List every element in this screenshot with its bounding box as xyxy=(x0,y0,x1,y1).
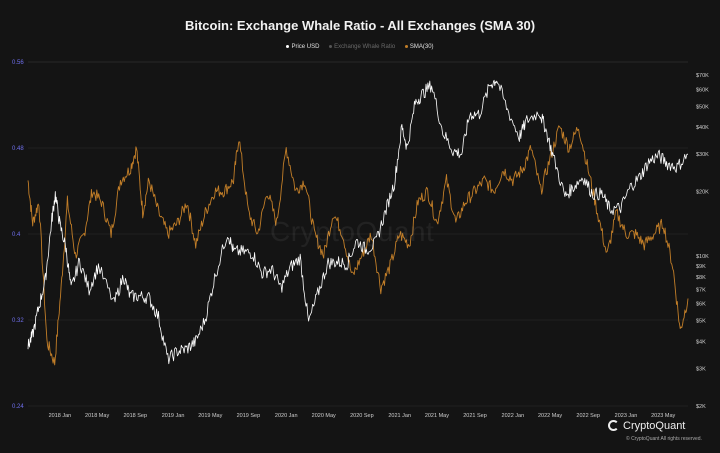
legend-label: Price USD xyxy=(291,44,320,50)
x-axis-tick-label: 2018 Jan xyxy=(49,413,72,419)
right-axis-tick-label: $2K xyxy=(696,404,706,410)
copyright-text: © CryptoQuant All rights reserved. xyxy=(626,436,702,442)
left-axis-tick-label: 0.48 xyxy=(12,146,24,152)
x-axis-tick-label: 2019 Sep xyxy=(237,413,261,419)
series-line-price-usd xyxy=(27,79,689,365)
x-axis-tick-label: 2019 Jan xyxy=(162,413,185,419)
x-axis-tick-label: 2022 Sep xyxy=(576,413,600,419)
x-axis-tick-label: 2018 May xyxy=(85,413,109,419)
legend-label: Exchange Whale Ratio xyxy=(334,44,396,50)
x-axis-tick-label: 2021 May xyxy=(425,413,449,419)
x-axis-tick-label: 2022 May xyxy=(538,413,562,419)
series-line-sma30 xyxy=(27,125,689,366)
x-axis-tick-label: 2019 May xyxy=(198,413,222,419)
left-axis-tick-label: 0.32 xyxy=(12,318,24,324)
legend-item-price[interactable]: Price USD xyxy=(286,44,319,50)
x-axis-tick-label: 2020 Sep xyxy=(350,413,374,419)
right-axis-tick-label: $70K xyxy=(696,73,709,79)
right-axis-tick-label: $10K xyxy=(696,254,709,260)
legend-dot-icon xyxy=(329,44,333,48)
legend-item-sma[interactable]: SMA(30) xyxy=(404,44,434,50)
chart-title: Bitcoin: Exchange Whale Ratio - All Exch… xyxy=(184,18,536,33)
cryptoquant-logo-icon xyxy=(608,420,619,431)
x-axis-tick-label: 2022 Jan xyxy=(502,413,525,419)
right-axis-tick-label: $5K xyxy=(696,319,706,325)
x-axis-tick-label: 2020 Jan xyxy=(275,413,298,419)
x-axis-tick-label: 2020 May xyxy=(312,413,336,419)
right-axis-tick-label: $60K xyxy=(696,87,709,93)
right-axis-tick-label: $50K xyxy=(696,104,709,110)
right-axis-tick-label: $7K xyxy=(696,287,706,293)
left-axis-ticks: 0.56 0.48 0.4 0.32 0.24 xyxy=(12,60,24,410)
right-axis-tick-label: $40K xyxy=(696,125,709,131)
x-axis-tick-label: 2021 Jan xyxy=(388,413,411,419)
watermark-text: CryptoQuant xyxy=(270,216,435,247)
right-axis-tick-label: $6K xyxy=(696,302,706,308)
right-axis-tick-label: $30K xyxy=(696,152,709,158)
legend-item-whale-ratio[interactable]: Exchange Whale Ratio xyxy=(329,44,395,50)
left-axis-tick-label: 0.24 xyxy=(12,404,24,410)
x-axis-ticks: 2018 Jan 2018 May 2018 Sep 2019 Jan 2019 May… xyxy=(49,413,676,419)
series-lines xyxy=(27,79,689,366)
x-axis-tick-label: 2018 Sep xyxy=(123,413,147,419)
right-axis-tick-label: $4K xyxy=(696,339,706,345)
brand-logo: CryptoQuant xyxy=(608,420,685,432)
x-axis-tick-label: 2023 May xyxy=(651,413,675,419)
legend-label: SMA(30) xyxy=(409,44,434,50)
right-axis-tick-label: $8K xyxy=(696,275,706,281)
grid-lines xyxy=(28,61,688,407)
left-axis-tick-label: 0.56 xyxy=(12,60,24,66)
left-axis-tick-label: 0.4 xyxy=(12,232,21,238)
legend[interactable]: Price USD Exchange Whale Ratio SMA(30) xyxy=(0,44,720,50)
right-axis-tick-label: $9K xyxy=(696,264,706,270)
brand-name: CryptoQuant xyxy=(623,420,686,432)
legend-dot-icon xyxy=(286,44,290,48)
x-axis-tick-label: 2021 Sep xyxy=(463,413,487,419)
legend-dot-icon xyxy=(404,44,408,48)
right-axis-tick-label: $20K xyxy=(696,190,709,196)
right-axis-tick-label: $3K xyxy=(696,366,706,372)
x-axis-tick-label: 2023 Jan xyxy=(615,413,638,419)
right-axis-ticks: $70K $60K $50K $40K $30K $20K $10K $9K $8K $7K $6K… xyxy=(696,73,709,410)
